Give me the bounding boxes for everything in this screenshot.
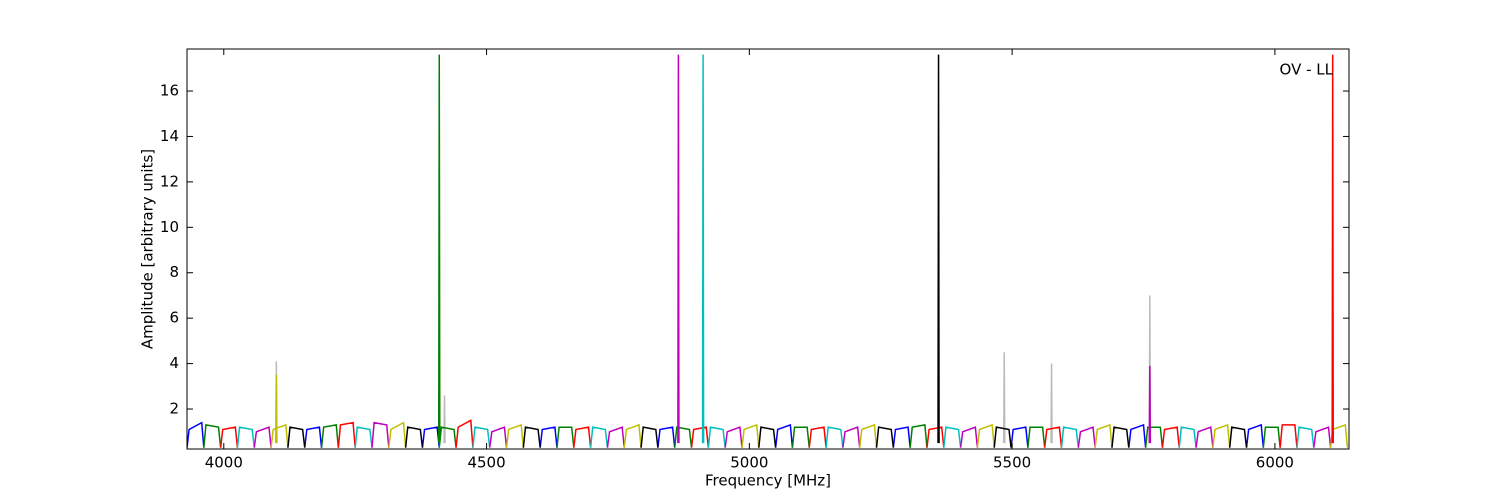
- y-tick-label: 6: [169, 309, 179, 327]
- spectrum-line: [1331, 54, 1334, 444]
- spectrum-line: [270, 421, 1349, 448]
- y-tick-label: 8: [169, 263, 179, 281]
- spectrum-line: [701, 54, 705, 444]
- spectrum-line: [275, 374, 278, 444]
- y-tick-label: 12: [160, 172, 179, 190]
- y-tick-label: 10: [160, 218, 179, 236]
- spectrum-line: [203, 424, 1281, 448]
- x-tick-label: 4500: [467, 454, 505, 472]
- annotation: OV - LL: [1280, 61, 1334, 79]
- spectrum-line: [187, 421, 1265, 448]
- spectrum-line: [236, 426, 1315, 448]
- spectrum-line: [219, 419, 1298, 448]
- spectrum-line: [275, 295, 1152, 444]
- x-tick-label: 5500: [993, 454, 1031, 472]
- spectrum-line: [287, 426, 1248, 448]
- y-tick-label: 14: [160, 127, 179, 145]
- y-tick-label: 2: [169, 400, 179, 418]
- spectrum-line: [437, 54, 441, 444]
- y-tick-label: 4: [169, 354, 179, 372]
- y-tick-label: 16: [160, 82, 179, 100]
- axes-frame: [186, 48, 1350, 450]
- x-tick-label: 5000: [730, 454, 768, 472]
- plot-area: [187, 54, 1349, 448]
- x-axis-label: Frequency [MHz]: [705, 472, 831, 490]
- spectrum-line: [937, 54, 940, 444]
- y-axis-label: Amplitude [arbitrary units]: [139, 149, 157, 349]
- x-tick-label: 6000: [1256, 454, 1294, 472]
- spectrum-line: [253, 421, 1332, 448]
- spectrum-line: [677, 54, 1152, 444]
- x-tick-label: 4000: [205, 454, 243, 472]
